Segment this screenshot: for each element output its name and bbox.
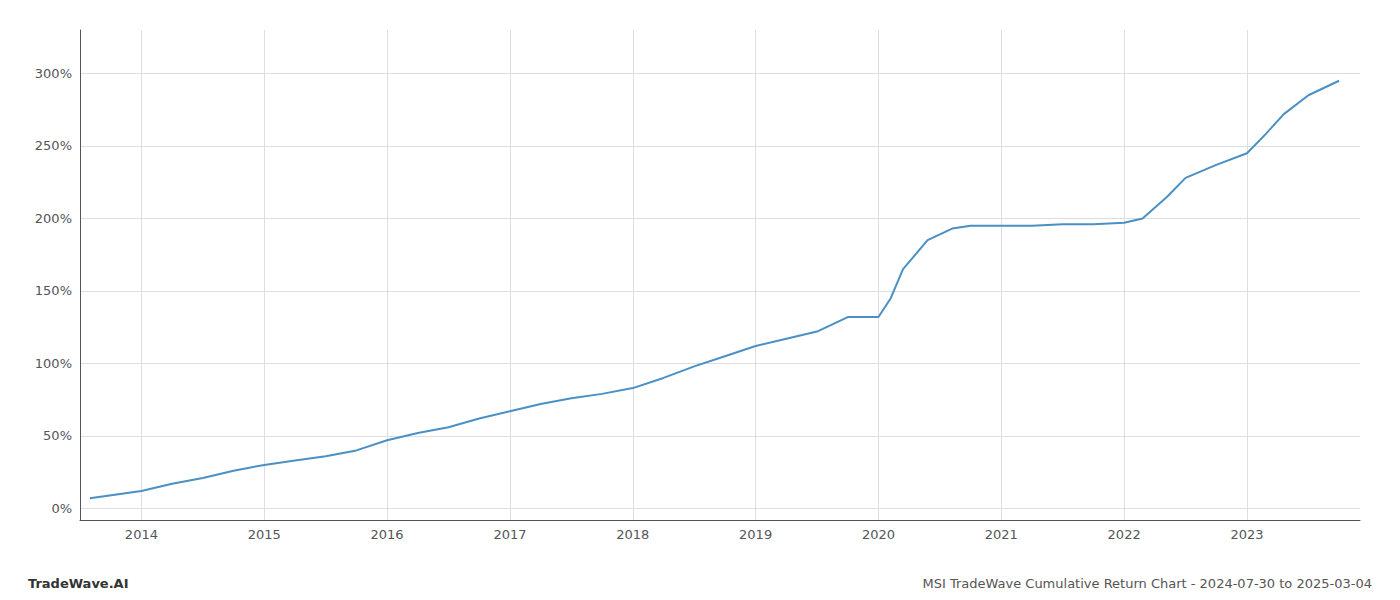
svg-text:300%: 300% — [35, 66, 72, 81]
svg-text:200%: 200% — [35, 211, 72, 226]
svg-text:2014: 2014 — [125, 527, 158, 542]
svg-text:2021: 2021 — [985, 527, 1018, 542]
svg-text:50%: 50% — [43, 428, 72, 443]
svg-text:0%: 0% — [51, 501, 72, 516]
svg-text:MSI TradeWave Cumulative Retur: MSI TradeWave Cumulative Return Chart - … — [922, 576, 1372, 591]
svg-text:2015: 2015 — [248, 527, 281, 542]
svg-text:150%: 150% — [35, 283, 72, 298]
svg-text:2022: 2022 — [1108, 527, 1141, 542]
svg-text:2020: 2020 — [862, 527, 895, 542]
svg-text:2018: 2018 — [616, 527, 649, 542]
svg-text:2019: 2019 — [739, 527, 772, 542]
svg-text:100%: 100% — [35, 356, 72, 371]
svg-text:TradeWave.AI: TradeWave.AI — [28, 576, 129, 591]
svg-text:2023: 2023 — [1230, 527, 1263, 542]
svg-text:250%: 250% — [35, 138, 72, 153]
svg-text:2017: 2017 — [493, 527, 526, 542]
svg-text:2016: 2016 — [371, 527, 404, 542]
